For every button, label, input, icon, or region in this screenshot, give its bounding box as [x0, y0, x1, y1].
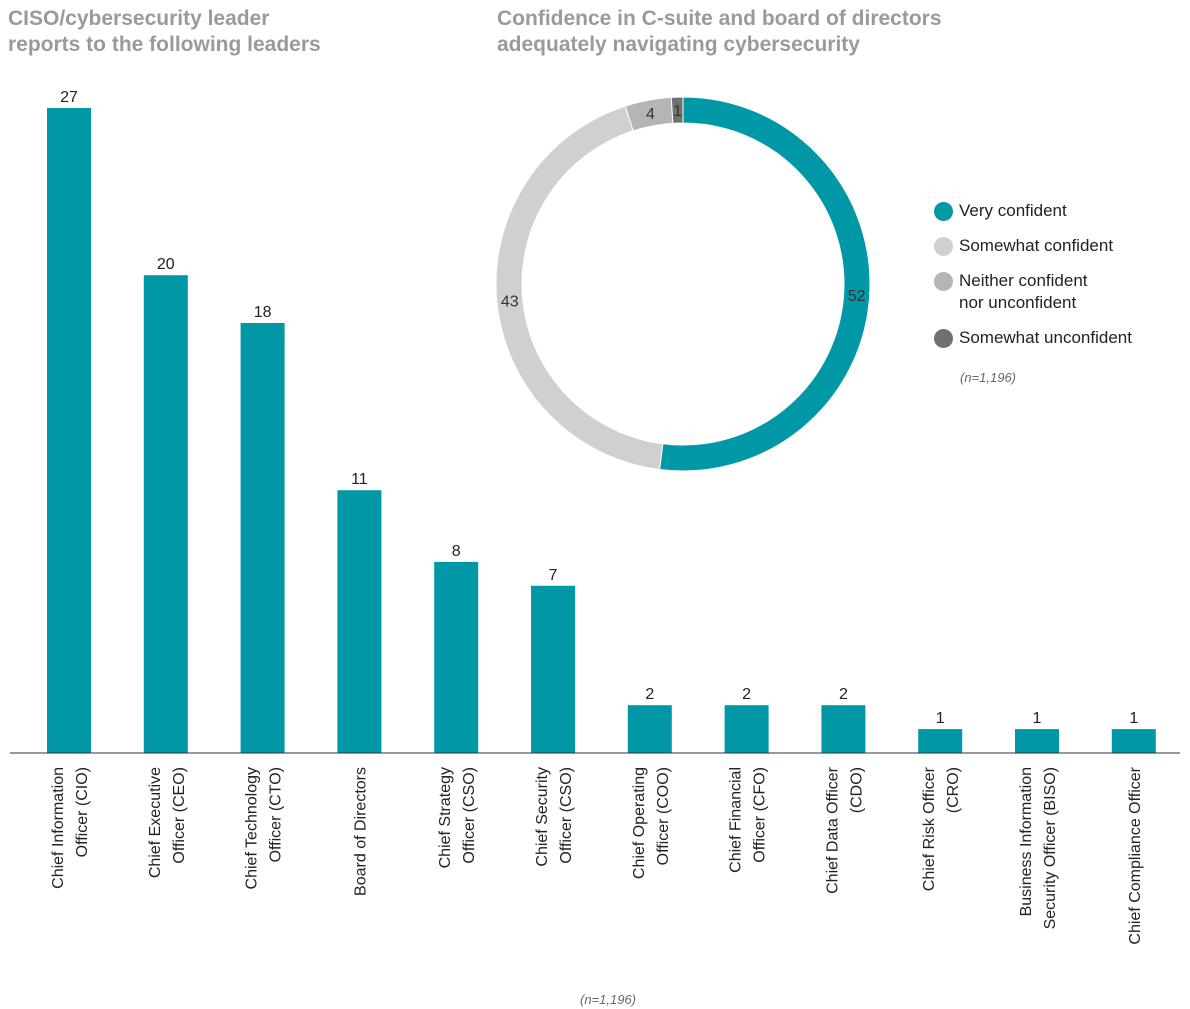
donut-value-label-2: 4	[646, 106, 655, 123]
legend-item-3: Somewhat unconfident	[934, 327, 1184, 349]
donut-sample-note: (n=1,196)	[960, 370, 1017, 385]
legend-swatch-3	[934, 329, 953, 348]
bar-0	[47, 108, 91, 753]
bar-value-label-11: 1	[1129, 710, 1138, 727]
category-label-7: Chief Financial Officer (CFO)	[728, 767, 769, 873]
category-label-3: Board of Directors	[352, 767, 369, 896]
category-label-10: Business Information Security Officer (BI…	[1018, 767, 1059, 929]
legend-swatch-0	[934, 202, 953, 221]
donut-value-label-0: 52	[848, 288, 866, 305]
bar-10	[1015, 729, 1059, 753]
category-label-4: Chief Strategy Officer (CSO)	[437, 767, 478, 868]
bar-11	[1111, 729, 1156, 753]
bar-value-label-2: 18	[254, 304, 272, 321]
category-label-2: Chief Technology Officer (CTO)	[244, 767, 285, 889]
legend-item-0: Very confident	[934, 200, 1184, 222]
bar-value-label-4: 8	[452, 543, 461, 560]
bar-value-label-7: 2	[742, 686, 751, 703]
svg-text:Board of Directors: Board of Directors	[352, 767, 369, 896]
donut-value-label-3: 1	[673, 103, 682, 120]
category-label-9: Chief Risk Officer (CRO)	[921, 766, 962, 891]
bar-value-label-1: 20	[157, 256, 175, 273]
bar-value-label-9: 1	[936, 710, 945, 727]
svg-text:Chief Risk Officer(CRO): Chief Risk Officer (CRO)	[921, 766, 962, 891]
donut-legend: Very confident Somewhat confident Neither …	[934, 200, 1184, 362]
bar-chart-title: CISO/cybersecurity leader reports to the…	[8, 7, 321, 56]
bar-2	[240, 323, 285, 753]
bar-value-label-6: 2	[645, 686, 654, 703]
svg-text:Chief Data Officer(CDO): Chief Data Officer (CDO)	[824, 766, 865, 894]
bar-value-label-8: 2	[839, 686, 848, 703]
bar-4	[434, 561, 479, 753]
donut-chart-title: Confidence in C-suite and board of direc…	[497, 7, 942, 56]
category-label-11: Chief Compliance Officer	[1127, 766, 1144, 944]
legend-label-2: Neither confident nor unconfident	[959, 271, 1088, 312]
legend-swatch-2	[934, 272, 953, 291]
legend-label-0: Very confident	[959, 201, 1067, 220]
svg-text:Chief Compliance Officer: Chief Compliance Officer	[1127, 766, 1144, 944]
bar-value-label-5: 7	[549, 567, 558, 584]
category-label-8: Chief Data Officer (CDO)	[824, 766, 865, 894]
donut-chart: 52 43 4 1	[495, 96, 871, 472]
bar-5	[531, 585, 575, 753]
bar-8	[821, 705, 866, 753]
category-label-6: Chief Operating Officer (COO)	[631, 767, 672, 879]
bar-1	[143, 275, 188, 753]
bar-9	[918, 729, 963, 753]
donut-value-label-1: 43	[501, 293, 519, 310]
category-label-0: Chief Information Officer (CIO)	[50, 767, 91, 889]
legend-item-2: Neither confident nor unconfident	[934, 270, 1184, 314]
bar-value-label-10: 1	[1033, 710, 1042, 727]
bar-3	[337, 490, 382, 753]
bar-value-label-3: 11	[351, 471, 368, 488]
donut-slice-3	[670, 96, 684, 124]
bar-sample-note: (n=1,196)	[580, 992, 637, 1007]
category-label-5: Chief Security Officer (CSO)	[534, 767, 575, 867]
legend-item-1: Somewhat confident	[934, 235, 1184, 257]
bar-6	[627, 705, 672, 753]
bar-7	[724, 705, 769, 753]
legend-swatch-1	[934, 237, 953, 256]
legend-label-3: Somewhat unconfident	[959, 328, 1132, 347]
legend-label-1: Somewhat confident	[959, 236, 1114, 255]
donut-slice-0	[659, 96, 871, 472]
bar-value-label-0: 27	[60, 89, 78, 106]
donut-slice-1	[495, 105, 664, 471]
category-label-1: Chief Executive Officer (CEO)	[147, 767, 188, 878]
